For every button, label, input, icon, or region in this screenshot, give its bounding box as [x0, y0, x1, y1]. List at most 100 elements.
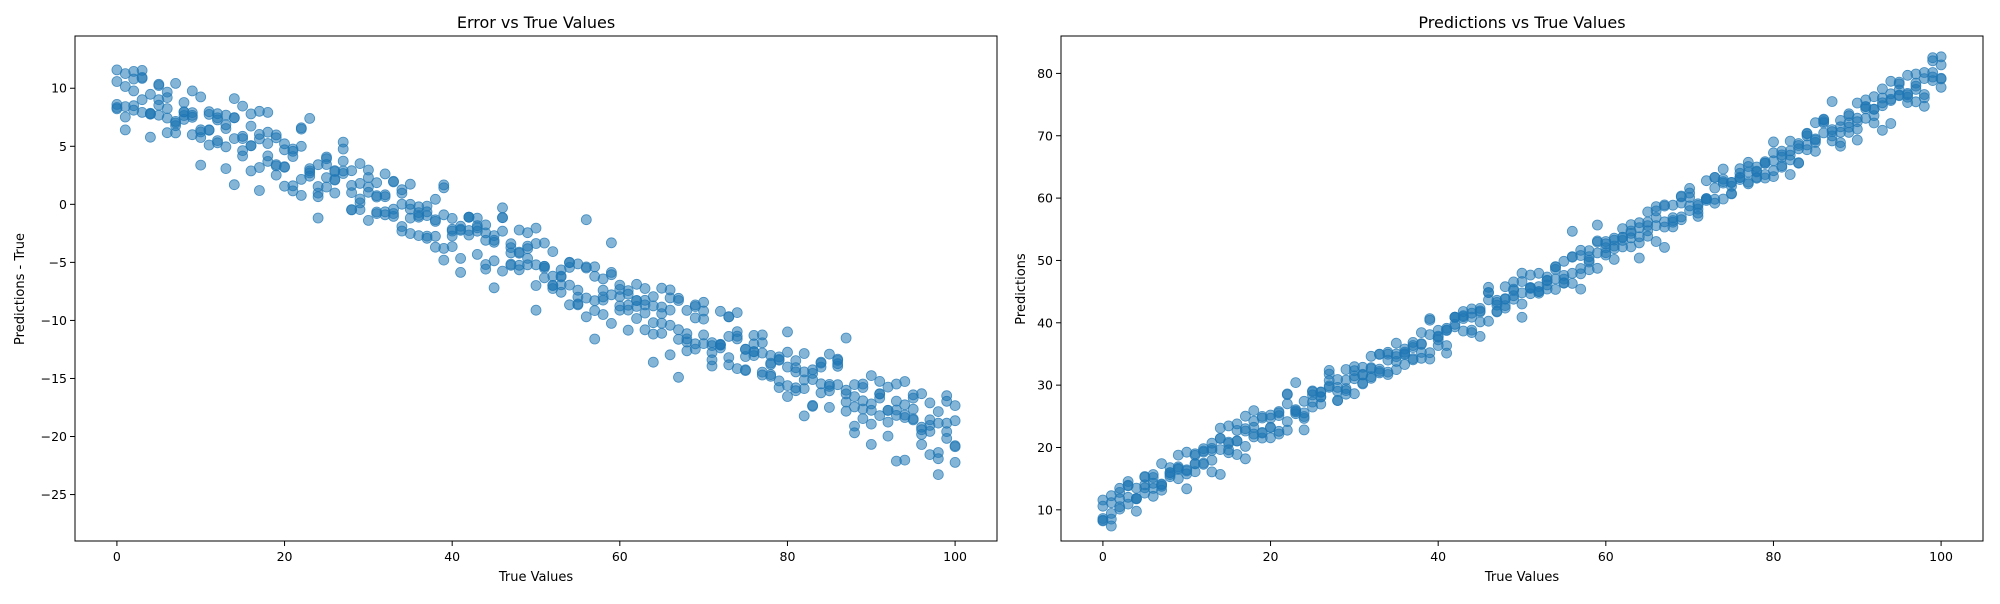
- data-point: [857, 378, 869, 390]
- data-point: [664, 319, 676, 331]
- data-point: [849, 427, 860, 439]
- data-point: [379, 168, 391, 180]
- data-point: [429, 230, 441, 242]
- data-point: [1298, 424, 1310, 436]
- data-point: [262, 107, 274, 118]
- data-point: [195, 132, 207, 143]
- data-point: [740, 365, 751, 377]
- data-point: [949, 441, 961, 453]
- x-tick-label: 100: [1929, 549, 1953, 564]
- data-point: [798, 348, 810, 359]
- data-point: [1843, 108, 1855, 120]
- data-point: [949, 456, 961, 468]
- data-point: [1273, 406, 1285, 417]
- data-point: [798, 410, 810, 422]
- data-point: [1717, 163, 1729, 175]
- data-point: [488, 255, 500, 267]
- data-point: [279, 138, 290, 150]
- data-point: [438, 254, 450, 266]
- data-point: [1793, 157, 1804, 169]
- data-point: [1810, 133, 1821, 145]
- data-point: [924, 425, 936, 437]
- data-point: [773, 375, 785, 387]
- data-point: [1566, 225, 1578, 237]
- data-point: [220, 141, 232, 153]
- data-point: [790, 355, 802, 367]
- data-point: [421, 200, 433, 212]
- data-point: [1441, 347, 1452, 359]
- data-point: [1349, 388, 1360, 400]
- data-point: [1231, 435, 1243, 447]
- data-point: [530, 280, 542, 291]
- data-point: [1742, 178, 1754, 190]
- data-point: [253, 162, 265, 173]
- data-point: [539, 262, 550, 274]
- data-point: [589, 333, 601, 345]
- data-point: [589, 261, 601, 273]
- data-point: [1918, 100, 1930, 112]
- data-point: [396, 184, 408, 196]
- data-point: [824, 401, 835, 413]
- data-point: [1935, 59, 1947, 71]
- data-point: [865, 438, 877, 450]
- data-point: [362, 214, 374, 226]
- data-point: [1768, 171, 1779, 183]
- data-point: [1483, 315, 1494, 327]
- data-point: [580, 214, 592, 226]
- data-point: [849, 391, 860, 403]
- data-point: [907, 414, 919, 426]
- data-point: [329, 187, 341, 199]
- data-point: [865, 404, 877, 416]
- data-point: [597, 309, 609, 320]
- data-point: [446, 230, 458, 242]
- data-point: [321, 153, 332, 165]
- data-point: [1181, 483, 1193, 495]
- y-tick-label: 60: [1037, 191, 1053, 206]
- data-point: [497, 225, 508, 237]
- x-tick-label: 0: [113, 549, 121, 564]
- axis-ticks: 0 20 40 60 80 100 10 20 30 40 50 60 70 80: [1037, 66, 1953, 564]
- data-point: [731, 307, 743, 319]
- data-point: [329, 174, 341, 186]
- data-point: [1826, 96, 1838, 107]
- data-point: [865, 370, 877, 382]
- data-point: [354, 204, 366, 216]
- data-point: [547, 246, 559, 258]
- data-point: [237, 133, 249, 145]
- data-point: [220, 163, 232, 175]
- data-point: [1927, 67, 1939, 78]
- data-point: [1424, 313, 1436, 325]
- data-point: [480, 263, 492, 275]
- data-point: [715, 305, 726, 317]
- data-point: [673, 371, 684, 383]
- data-point: [1558, 273, 1570, 285]
- x-tick-label: 0: [1099, 549, 1107, 564]
- y-tick-label: 5: [59, 139, 67, 154]
- y-tick-label: −25: [41, 487, 67, 502]
- data-point: [1131, 505, 1142, 517]
- data-point: [1432, 334, 1444, 346]
- y-tick-label: −10: [41, 313, 67, 328]
- x-tick-label: 80: [1766, 549, 1782, 564]
- data-point: [1885, 95, 1897, 106]
- data-point: [245, 120, 257, 132]
- data-point: [1918, 89, 1930, 100]
- predictions-vs-true-chart: Predictions vs True Values True Values P…: [1014, 13, 1984, 585]
- data-point: [1332, 395, 1343, 407]
- data-point: [346, 165, 358, 177]
- y-tick-label: 10: [51, 81, 67, 96]
- data-point: [195, 159, 207, 171]
- data-point: [530, 304, 542, 316]
- data-point: [673, 295, 684, 306]
- data-point: [1810, 145, 1821, 157]
- data-point: [144, 88, 156, 100]
- y-tick-label: 40: [1037, 315, 1053, 330]
- data-point: [647, 291, 659, 303]
- data-point: [606, 317, 617, 329]
- data-point: [782, 326, 793, 338]
- data-point: [429, 214, 441, 226]
- data-point: [404, 178, 416, 190]
- data-point: [647, 356, 659, 368]
- data-point: [178, 97, 190, 108]
- data-point: [941, 432, 953, 444]
